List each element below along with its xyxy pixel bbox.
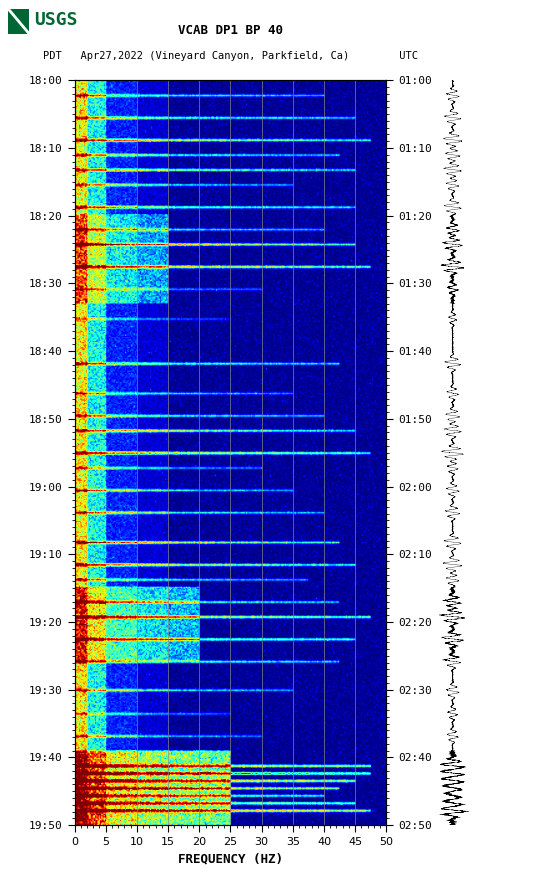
Text: PDT   Apr27,2022 (Vineyard Canyon, Parkfield, Ca)        UTC: PDT Apr27,2022 (Vineyard Canyon, Parkfie… — [43, 51, 418, 61]
Text: VCAB DP1 BP 40: VCAB DP1 BP 40 — [178, 24, 283, 37]
Text: USGS: USGS — [34, 11, 78, 29]
X-axis label: FREQUENCY (HZ): FREQUENCY (HZ) — [178, 853, 283, 865]
